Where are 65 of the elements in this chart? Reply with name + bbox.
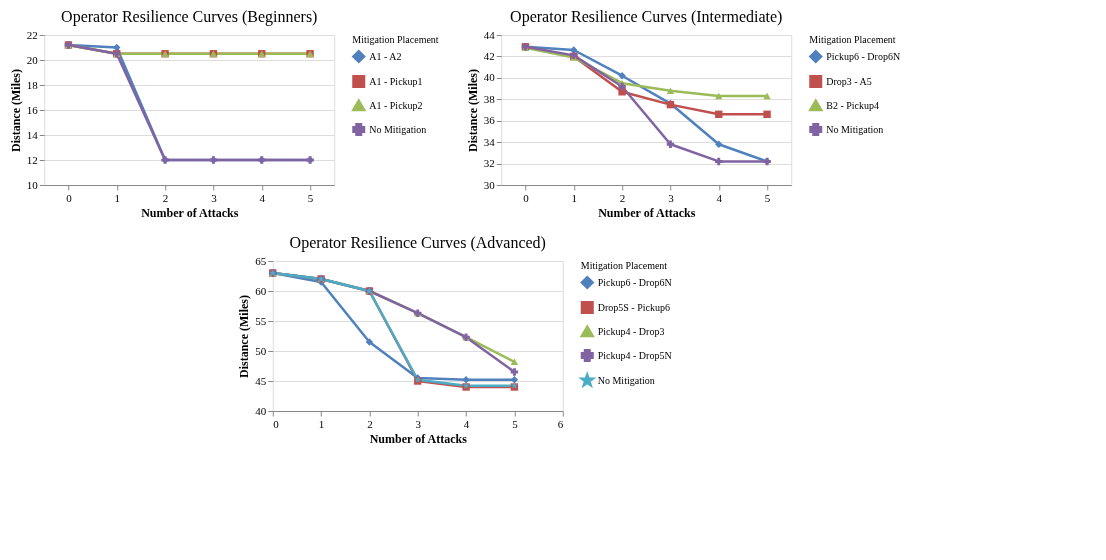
legend-label: Pickup4 - Drop3	[597, 325, 665, 337]
x-tick-label: 0	[523, 191, 530, 204]
y-tick-label: 42	[483, 49, 495, 62]
y-tick-label: 10	[26, 178, 39, 191]
x-tick-label: 0	[66, 191, 73, 204]
y-tick-label: 40	[255, 404, 267, 417]
chart-title: Operator Resilience Curves (Advanced)	[289, 234, 546, 252]
y-tick-label: 45	[255, 374, 267, 387]
y-tick-label: 36	[483, 114, 496, 127]
legend-label: Pickup4 - Drop5N	[597, 349, 672, 361]
x-tick-label: 3	[211, 191, 218, 204]
x-tick-label: 3	[668, 191, 675, 204]
legend-label: Drop3 - A5	[826, 75, 872, 87]
x-tick-label: 4	[463, 417, 470, 430]
y-tick-label: 14	[26, 128, 39, 141]
y-axis-title: Distance (Miles)	[237, 295, 252, 378]
legend-title: Mitigation Placement	[352, 34, 439, 45]
x-axis-title: Number of Attacks	[369, 431, 468, 446]
x-tick-label: 4	[259, 191, 266, 204]
chart-title: Operator Resilience Curves (Intermediate)	[510, 8, 783, 26]
legend-label: A1 - Pickup1	[369, 75, 423, 87]
x-tick-label: 1	[318, 417, 325, 430]
x-axis-title: Number of Attacks	[598, 205, 696, 220]
x-axis-title: Number of Attacks	[141, 205, 239, 220]
y-axis-title: Distance (Miles)	[465, 69, 480, 152]
legend-title: Mitigation Placement	[580, 260, 668, 271]
y-tick-label: 65	[255, 254, 267, 267]
x-tick-label: 1	[114, 191, 120, 204]
legend-label: No Mitigation	[597, 374, 655, 386]
y-tick-label: 16	[26, 103, 39, 116]
legend-label: No Mitigation	[826, 123, 884, 135]
legend-label: A1 - Pickup2	[369, 99, 423, 111]
x-tick-label: 2	[162, 191, 169, 204]
x-tick-label: 5	[512, 417, 519, 430]
legend-title: Mitigation Placement	[809, 34, 896, 45]
y-tick-label: 12	[26, 153, 38, 166]
legend-label: Drop5S - Pickup6	[597, 301, 670, 313]
legend-label: B2 - Pickup4	[826, 99, 880, 111]
x-tick-label: 4	[716, 191, 723, 204]
y-tick-label: 44	[483, 28, 496, 41]
y-tick-label: 40	[483, 71, 496, 84]
y-tick-label: 32	[483, 157, 495, 170]
y-tick-label: 22	[26, 28, 38, 41]
x-tick-label: 2	[367, 417, 373, 430]
x-tick-label: 2	[619, 191, 626, 204]
x-tick-label: 1	[571, 191, 577, 204]
y-tick-label: 18	[26, 78, 39, 91]
legend-label: Pickup6 - Drop6N	[826, 50, 901, 62]
legend-label: No Mitigation	[369, 123, 427, 135]
x-tick-label: 0	[273, 417, 280, 430]
x-tick-label: 3	[415, 417, 422, 430]
y-tick-label: 38	[483, 92, 496, 105]
x-tick-label: 5	[764, 191, 771, 204]
x-tick-label: 6	[557, 417, 564, 430]
y-tick-label: 34	[483, 135, 496, 148]
y-tick-label: 30	[483, 178, 496, 191]
y-axis-title: Distance (Miles)	[8, 69, 23, 152]
y-tick-label: 60	[255, 284, 267, 297]
x-tick-label: 5	[307, 191, 314, 204]
y-tick-label: 20	[26, 53, 39, 66]
y-tick-label: 50	[255, 344, 267, 357]
y-tick-label: 55	[255, 314, 267, 327]
legend-label: Pickup6 - Drop6N	[597, 276, 672, 288]
legend-label: A1 - A2	[369, 50, 402, 62]
chart-title: Operator Resilience Curves (Beginners)	[61, 8, 318, 26]
